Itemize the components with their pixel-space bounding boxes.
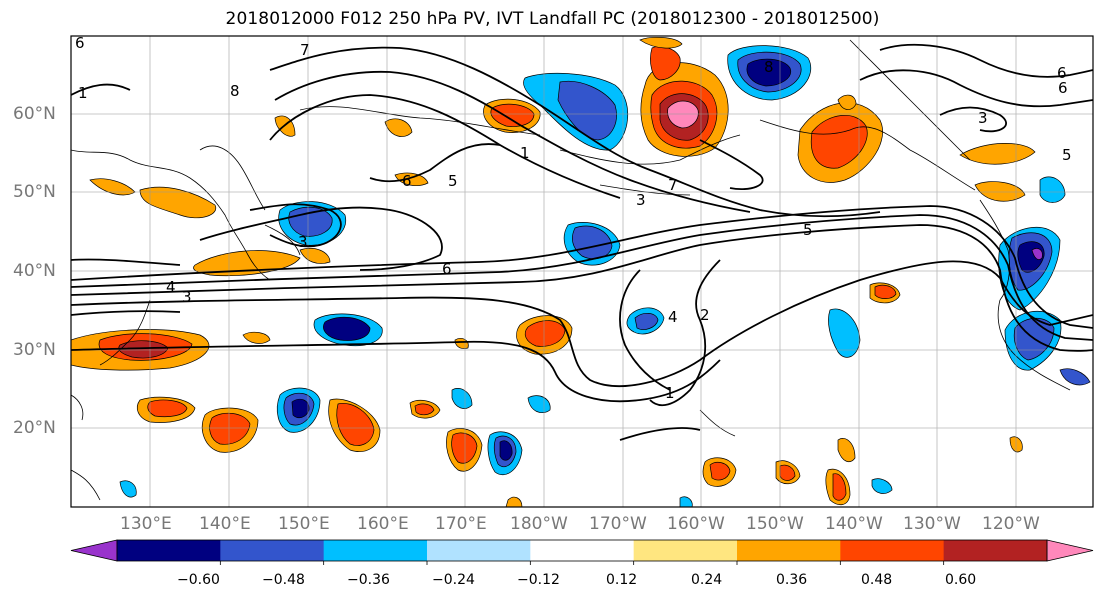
contour-label: 5 (1062, 146, 1072, 164)
lon-label: 130°E (120, 514, 172, 534)
colorbar-tick-label: −0.48 (262, 572, 305, 588)
lat-label: 30°N (13, 340, 56, 360)
contour-label-group: 6 7 8 1 6 5 3 1 7 3 5 6 4 3 4 2 1 6 3 5 … (75, 34, 1072, 402)
colorbar-extend-max (1046, 539, 1094, 562)
contour-label: 8 (764, 58, 774, 76)
contour-label: 6 (402, 172, 412, 190)
contour-label: 5 (448, 172, 458, 190)
colorbar-segment (737, 540, 841, 561)
contour-label: 6 (442, 260, 452, 278)
contour-label: 1 (665, 384, 675, 402)
colorbar-segment (323, 540, 428, 561)
contour-label: 4 (668, 308, 678, 326)
lon-label: 120°W (982, 514, 1040, 534)
contour-label: 5 (803, 221, 813, 239)
colorbar (70, 539, 1094, 565)
colorbar-segment (943, 540, 1048, 561)
pv-contours (71, 43, 1093, 441)
contour-label: 3 (636, 191, 646, 209)
colorbar-tick-label: 0.12 (606, 572, 638, 588)
contour-label: 1 (78, 84, 88, 102)
colorbar-outline (116, 539, 1048, 562)
contour-label: 7 (668, 176, 678, 194)
colorbar-tick-label: −0.24 (432, 572, 475, 588)
colorbar-tick-label: 0.24 (691, 572, 723, 588)
contour-label: 4 (166, 278, 176, 296)
contour-label: 6 (1058, 79, 1068, 97)
colorbar-segment (840, 540, 945, 561)
colorbar-segment (530, 540, 635, 561)
lon-label: 130°W (903, 514, 961, 534)
lon-label: 170°W (589, 514, 647, 534)
lon-label: 140°W (825, 514, 883, 534)
colorbar-segment (633, 540, 738, 561)
contour-label: 1 (520, 144, 530, 162)
lat-label: 50°N (13, 182, 56, 202)
lon-label: 170°E (435, 514, 487, 534)
colorbar-segment (117, 540, 221, 561)
lon-label: 180°W (510, 514, 568, 534)
graticule (71, 36, 1093, 507)
contour-label: 8 (230, 82, 240, 100)
colorbar-tick-label: −0.36 (347, 572, 390, 588)
contour-label: 3 (978, 109, 988, 127)
colorbar-tick-label: −0.12 (517, 572, 560, 588)
contour-label: 3 (298, 233, 308, 251)
lon-label: 150°W (746, 514, 804, 534)
lon-label: 160°W (667, 514, 725, 534)
colorbar-segment (427, 540, 531, 561)
colorbar-tick-label: 0.48 (861, 572, 893, 588)
coastlines (71, 39, 1071, 501)
plot-frame (70, 35, 1094, 508)
map-title: 2018012000 F012 250 hPa PV, IVT Landfall… (225, 9, 880, 29)
contour-label: 6 (75, 34, 85, 52)
lon-label: 150°E (278, 514, 330, 534)
contour-label: 2 (700, 306, 710, 324)
contour-label: 6 (1057, 64, 1067, 82)
contour-label: 3 (182, 288, 192, 306)
colorbar-segment (220, 540, 325, 561)
anomaly-shading (71, 37, 1091, 507)
colorbar-tick-label: 0.60 (945, 572, 977, 588)
lon-label: 140°E (199, 514, 251, 534)
colorbar-extend-min (70, 539, 118, 562)
colorbar-tick-label: 0.36 (776, 572, 808, 588)
lon-label: 160°E (357, 514, 409, 534)
contour-label: 7 (300, 41, 310, 59)
lat-label: 20°N (13, 418, 56, 438)
colorbar-tick-label: −0.60 (177, 572, 220, 588)
lat-label: 60°N (13, 104, 56, 124)
lat-label: 40°N (13, 261, 56, 281)
